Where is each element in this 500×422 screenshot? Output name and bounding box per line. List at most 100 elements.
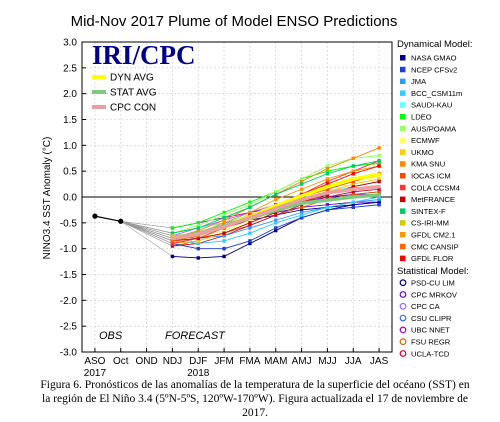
- y-tick-label: -0.5: [60, 218, 78, 229]
- statistical-series-point: [351, 192, 355, 197]
- dynamical-series-point: [325, 208, 330, 212]
- year-label: 2018: [187, 368, 210, 378]
- dynamical-legend-label: JMA: [411, 77, 427, 86]
- dynamical-series-point: [377, 153, 381, 158]
- dynamical-series-point: [351, 205, 355, 210]
- dynamical-legend-swatch: [400, 196, 406, 203]
- dynamical-legend-label: NCEP CFSv2: [411, 65, 457, 74]
- dynamical-legend-swatch: [400, 184, 406, 191]
- dynamical-legend-label: KMA SNU: [411, 160, 445, 169]
- statistical-series-point: [248, 223, 252, 228]
- dynamical-series-point: [274, 221, 278, 225]
- dynamical-series-point: [377, 200, 381, 204]
- y-tick-label: -3.0: [60, 348, 78, 359]
- dynamical-legend-swatch: [400, 243, 406, 250]
- dynamical-legend-swatch: [400, 55, 406, 61]
- dynamical-series-point: [248, 200, 252, 204]
- dynamical-series-point: [196, 256, 200, 260]
- dynamical-series-point: [274, 210, 278, 215]
- dynamical-series-point: [274, 226, 278, 230]
- x-tick-label: FMA: [239, 356, 260, 367]
- x-tick-label: Oct: [113, 356, 129, 367]
- y-tick-label: -1.5: [60, 270, 78, 281]
- dynamical-series-point: [196, 239, 200, 243]
- dynamical-series-point: [274, 197, 278, 202]
- dynamical-series-point: [222, 215, 226, 220]
- statistical-legend-title: Statistical Model:: [397, 266, 469, 277]
- dynamical-series-point: [325, 164, 330, 168]
- dynamical-legend-label: MetFRANCE: [411, 195, 455, 204]
- figure-caption: Figura 6. Pronósticos de las anomalías d…: [40, 379, 470, 419]
- obs-label: OBS: [99, 330, 123, 342]
- statistical-legend-label: CPC MRKOV: [411, 290, 458, 299]
- dynamical-series-point: [248, 226, 252, 230]
- statistical-series-point: [377, 187, 381, 191]
- dynamical-series-point: [377, 161, 381, 166]
- y-tick-label: 1.5: [63, 115, 77, 126]
- dynamical-series-point: [299, 215, 304, 220]
- dynamical-series-point: [325, 187, 330, 191]
- dynamical-legend-title: Dynamical Model:: [397, 39, 473, 50]
- statistical-series-point: [170, 244, 175, 248]
- y-axis-label: NINO3.4 SST Anomaly (°C): [42, 137, 53, 260]
- dynamical-series-point: [299, 187, 304, 191]
- dynamical-series-point: [377, 174, 381, 179]
- dynamical-series-point: [377, 203, 381, 207]
- enso-plume-chart: Mid-Nov 2017 Plume of Model ENSO Predict…: [42, 13, 473, 378]
- dynamical-series-point: [325, 169, 330, 173]
- dynamical-legend-label: AUS/POAMA: [411, 124, 457, 133]
- dynamical-legend-swatch: [400, 149, 406, 155]
- average-legend: DYN AVG STAT AVG CPC CON: [92, 73, 157, 114]
- dynamical-series-point: [351, 184, 355, 189]
- dynamical-legend-swatch: [400, 114, 406, 120]
- statistical-legend-label: CPC CA: [411, 302, 441, 311]
- dynamical-series-point: [377, 146, 381, 150]
- dynamical-legend-swatch: [400, 220, 406, 226]
- dynamical-series-point: [351, 169, 355, 173]
- dynamical-series-point: [196, 246, 200, 251]
- dynamical-series-point: [351, 156, 355, 160]
- y-tick-label: 2.5: [63, 63, 77, 74]
- statistical-legend-swatch: [399, 326, 407, 334]
- x-tick-label: AMJ: [292, 356, 312, 367]
- dynamical-series-point: [170, 254, 175, 259]
- dynamical-legend-swatch: [400, 208, 406, 214]
- dynamical-legend-label: SAUDI-KAU: [411, 101, 452, 110]
- statistical-legend-label: UBC NNET: [411, 326, 450, 335]
- dynamical-series-point: [222, 218, 226, 222]
- dynamical-series-point: [196, 236, 200, 241]
- dynamical-series-point: [299, 210, 304, 215]
- x-tick-label: ASO: [84, 356, 105, 367]
- dynamical-legend-swatch: [400, 90, 406, 96]
- series-layer: [92, 146, 381, 260]
- forecast-label: FORECAST: [165, 330, 226, 342]
- dynamical-series-point: [222, 213, 226, 217]
- dynamical-legend-label: CS-IRI-MM: [411, 219, 449, 228]
- observed-point: [118, 218, 124, 224]
- statistical-legend-swatch: [399, 279, 407, 287]
- dynamical-series-point: [351, 179, 355, 184]
- statistical-legend-label: UCLA-TCD: [411, 349, 450, 358]
- dynamical-series-point: [196, 223, 200, 228]
- dynamical-series-point: [248, 218, 252, 222]
- y-tick-label: -1.0: [60, 244, 78, 255]
- dynamical-series-point: [170, 239, 175, 243]
- dynamical-series-point: [196, 221, 200, 225]
- dynamical-legend-swatch: [400, 78, 406, 85]
- dynamical-series-point: [170, 241, 175, 246]
- dynamical-series-point: [377, 177, 381, 181]
- axis-layer: 3.0 2.5 2.0 1.5 1.0 0.5 0.0 -0.5 -1.0 -1.5 -2.0 -2.…: [60, 38, 393, 378]
- dynamical-series-point: [274, 218, 278, 222]
- dynamical-series-point: [196, 228, 200, 233]
- dynamical-series-point: [222, 239, 226, 243]
- dynamical-series-point: [299, 182, 304, 186]
- dynamical-series-point: [351, 182, 355, 186]
- y-tick-label: 1.0: [63, 141, 77, 152]
- dynamical-series-point: [274, 190, 278, 194]
- dynamical-series-point: [351, 164, 355, 168]
- dynamical-series-point: [351, 203, 355, 207]
- dynamical-series-point: [248, 203, 252, 207]
- x-tick-label: JJA: [345, 356, 362, 367]
- average-legend-label: DYN AVG: [110, 73, 154, 84]
- statistical-legend-swatch: [399, 350, 407, 357]
